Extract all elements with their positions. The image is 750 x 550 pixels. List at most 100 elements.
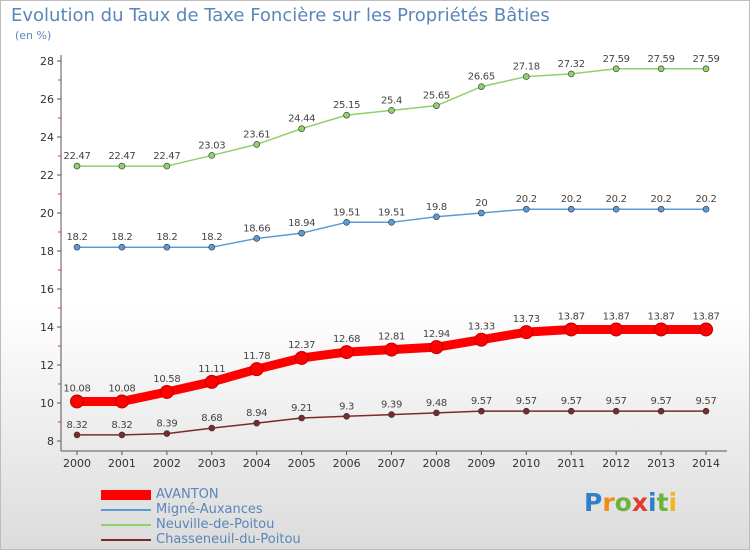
- data-point: [208, 424, 216, 432]
- legend-label: Chasseneuil-du-Poitou: [156, 532, 301, 547]
- data-point: [654, 322, 669, 337]
- data-point: [163, 162, 171, 170]
- data-point: [298, 414, 305, 422]
- legend-label: Neuville-de-Poitou: [156, 517, 275, 532]
- data-label: 19.8: [426, 202, 447, 213]
- x-tick-label: 2001: [108, 457, 136, 470]
- data-label: 20.2: [561, 194, 582, 205]
- x-tick-label: 2000: [63, 457, 91, 470]
- data-label: 8.32: [66, 420, 87, 431]
- data-label: 25.4: [381, 95, 402, 106]
- logo-letter: i: [648, 488, 657, 517]
- x-tick-label: 2009: [467, 457, 495, 470]
- data-label: 13.33: [468, 322, 495, 333]
- data-label: 9.48: [426, 398, 447, 409]
- data-point: [70, 394, 84, 409]
- logo-letter: x: [631, 488, 648, 517]
- data-label: 27.59: [648, 54, 675, 65]
- data-label: 23.61: [243, 129, 270, 140]
- data-point: [73, 162, 81, 170]
- x-tick-label: 2003: [198, 457, 226, 470]
- data-label: 27.32: [558, 59, 585, 70]
- data-point: [657, 205, 665, 213]
- x-tick-label: 2013: [647, 457, 675, 470]
- logo-letter: r: [602, 488, 615, 517]
- data-point: [388, 219, 395, 226]
- data-label: 27.18: [513, 62, 540, 73]
- data-point: [567, 407, 575, 415]
- data-label: 11.11: [198, 364, 225, 375]
- data-label: 9.21: [291, 403, 312, 414]
- data-point: [163, 243, 171, 251]
- data-point: [702, 205, 710, 213]
- data-label: 24.44: [288, 114, 315, 125]
- data-point: [118, 243, 126, 251]
- data-label: 26.65: [468, 72, 495, 83]
- data-point: [253, 419, 261, 427]
- y-tick-label: 8: [47, 435, 54, 448]
- data-label: 11.78: [243, 351, 270, 362]
- data-point: [118, 431, 126, 439]
- y-tick-label: 24: [40, 131, 54, 144]
- data-point: [343, 219, 350, 226]
- data-label: 18.66: [243, 223, 270, 234]
- data-point: [433, 409, 440, 417]
- data-label: 9.39: [381, 400, 402, 411]
- data-label: 23.03: [198, 140, 225, 151]
- data-point: [343, 412, 350, 420]
- y-tick-label: 28: [40, 55, 54, 68]
- data-point: [388, 107, 395, 114]
- data-point: [519, 325, 534, 340]
- data-point: [118, 162, 126, 170]
- data-point: [657, 65, 665, 73]
- data-point: [522, 73, 530, 80]
- data-point: [253, 235, 261, 242]
- data-label: 25.15: [333, 100, 360, 111]
- x-tick-label: 2010: [512, 457, 540, 470]
- legend-swatch: [101, 490, 151, 500]
- data-point: [208, 152, 216, 159]
- x-tick-label: 2014: [692, 457, 720, 470]
- data-label: 12.68: [333, 334, 360, 345]
- x-tick-label: 2012: [602, 457, 630, 470]
- data-label: 22.47: [63, 151, 90, 162]
- y-tick-label: 18: [40, 245, 54, 258]
- data-label: 27.59: [692, 54, 719, 65]
- x-tick-label: 2004: [243, 457, 271, 470]
- data-label: 18.2: [201, 232, 222, 243]
- data-label: 20.2: [651, 194, 672, 205]
- y-tick-label: 10: [40, 397, 54, 410]
- y-tick-label: 20: [40, 207, 54, 220]
- data-label: 13.87: [558, 311, 585, 322]
- data-point: [522, 205, 530, 213]
- data-label: 9.57: [561, 396, 582, 407]
- data-point: [474, 332, 489, 347]
- legend-swatch: [101, 524, 151, 526]
- data-label: 25.65: [423, 91, 450, 102]
- data-point: [478, 407, 485, 415]
- data-label: 19.51: [378, 207, 405, 218]
- proxiti-logo: Proxiti: [584, 488, 677, 517]
- data-label: 27.59: [603, 54, 630, 65]
- legend-swatch: [101, 509, 151, 511]
- y-tick-label: 16: [40, 283, 54, 296]
- data-point: [388, 411, 395, 418]
- data-label: 9.57: [471, 396, 492, 407]
- data-point: [429, 340, 444, 355]
- data-point: [612, 65, 620, 73]
- x-tick-label: 2006: [333, 457, 361, 470]
- data-point: [208, 243, 216, 251]
- data-label: 18.2: [156, 232, 177, 243]
- data-label: 13.73: [513, 314, 540, 325]
- data-label: 12.94: [423, 329, 450, 340]
- data-point: [343, 111, 350, 119]
- data-label: 9.3: [339, 401, 354, 412]
- data-label: 19.51: [333, 207, 360, 218]
- data-point: [253, 141, 261, 148]
- legend-label: Migné-Auxances: [156, 502, 263, 517]
- data-point: [298, 125, 305, 132]
- legend-swatch: [101, 539, 151, 541]
- data-point: [249, 362, 264, 377]
